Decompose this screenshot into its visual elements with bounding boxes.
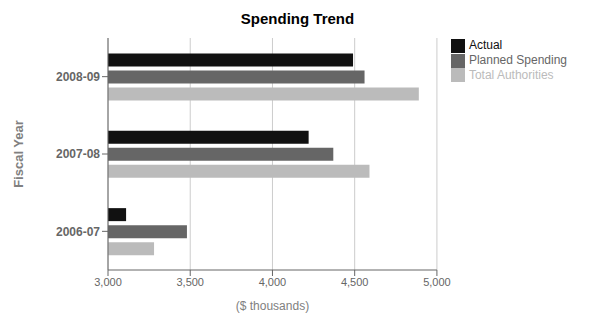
html-text:Planned Spending: Planned Spending: [468, 52, 567, 67]
html-text:Spending Trend: Spending Trend: [240, 10, 355, 27]
svg-text:3,000: 3,000: [94, 276, 122, 288]
svg-text:($ thousands): ($ thousands): [236, 299, 309, 313]
html-text:Total Authorities: Total Authorities: [468, 67, 554, 82]
svg-text:Fiscal Year: Fiscal Year: [11, 120, 26, 188]
svg-text:2006-07: 2006-07: [56, 225, 100, 239]
html-text:Actual: Actual: [468, 38, 503, 52]
svg-text:4,000: 4,000: [259, 276, 287, 288]
svg-text:2007-08: 2007-08: [56, 147, 100, 161]
svg-text:4,500: 4,500: [341, 276, 369, 288]
svg-text:5,000: 5,000: [423, 276, 451, 288]
svg-text:2008-09: 2008-09: [56, 70, 100, 84]
svg-text:3,500: 3,500: [176, 276, 204, 288]
